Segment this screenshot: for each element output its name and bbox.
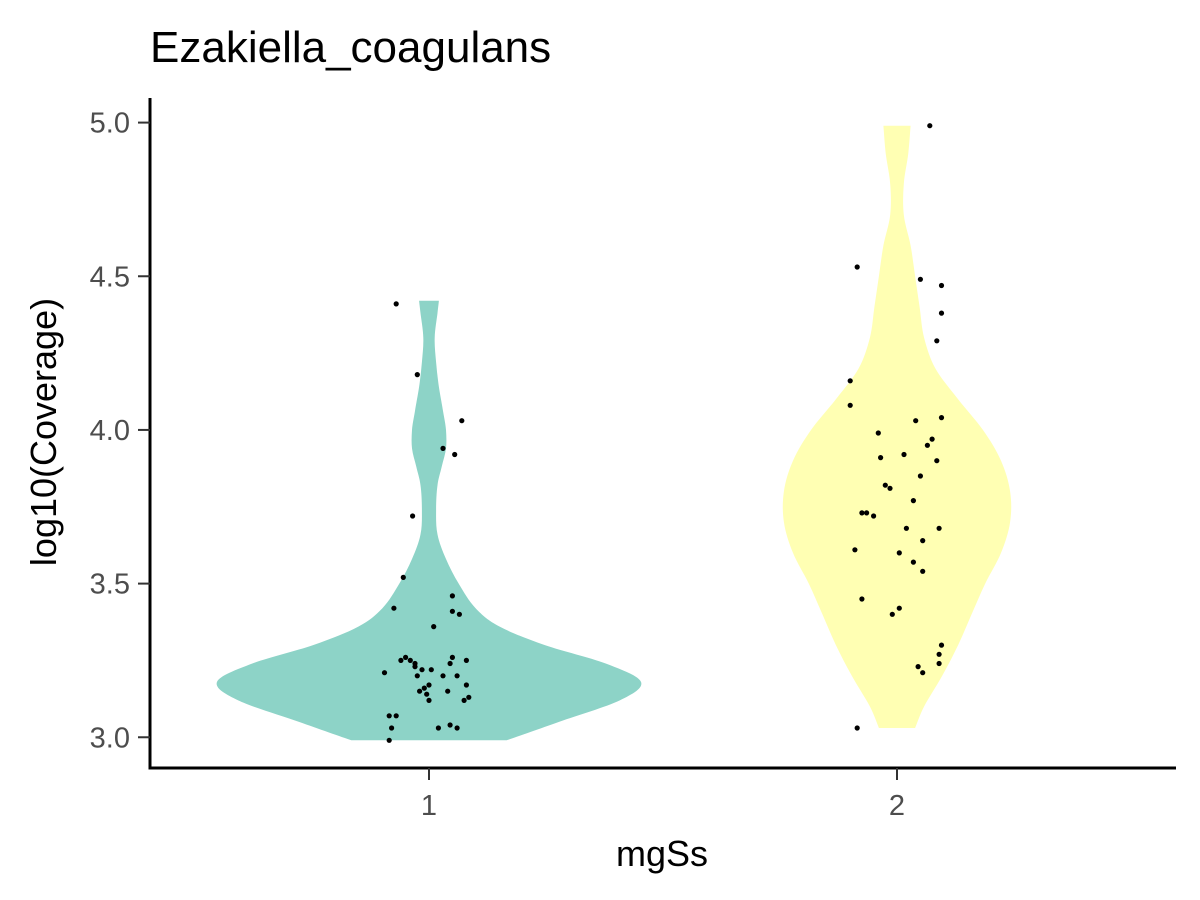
- data-point: [414, 673, 420, 679]
- data-point: [927, 123, 933, 129]
- data-point: [913, 418, 919, 424]
- data-point: [864, 510, 870, 516]
- data-point: [859, 510, 865, 516]
- y-axis-title: log10(Coverage): [23, 298, 64, 566]
- data-point: [910, 498, 917, 504]
- violin-1: [216, 300, 642, 741]
- data-point: [449, 654, 455, 661]
- data-point: [461, 697, 467, 704]
- x-axis-title: mgSs: [616, 833, 708, 874]
- data-point: [426, 697, 432, 704]
- data-point: [393, 301, 399, 307]
- data-point: [854, 725, 860, 731]
- data-point: [447, 660, 453, 667]
- data-point: [403, 654, 409, 661]
- data-point: [878, 455, 884, 461]
- data-point: [936, 525, 942, 531]
- x-tick-label: 1: [421, 790, 437, 822]
- data-point: [938, 415, 945, 421]
- data-point: [847, 402, 853, 408]
- y-tick-label: 3.0: [90, 722, 130, 754]
- data-point: [915, 664, 921, 670]
- data-point: [882, 482, 888, 488]
- data-point: [889, 611, 895, 617]
- data-point: [871, 513, 877, 519]
- violin-2: [782, 125, 1012, 728]
- data-point: [386, 737, 392, 743]
- data-point: [896, 605, 902, 611]
- data-point: [417, 688, 423, 694]
- data-point: [456, 611, 462, 617]
- data-point: [929, 436, 935, 442]
- data-point: [459, 418, 465, 424]
- data-point: [393, 713, 399, 719]
- data-point: [934, 338, 940, 344]
- data-point: [466, 694, 472, 700]
- data-point: [407, 657, 413, 664]
- data-point: [391, 605, 397, 611]
- data-point: [445, 688, 451, 694]
- chart-title: Ezakiella_coagulans: [150, 23, 551, 72]
- data-point: [454, 725, 460, 731]
- y-tick-label: 5.0: [90, 108, 130, 140]
- data-point: [936, 651, 942, 657]
- data-point: [447, 722, 453, 728]
- data-point: [452, 451, 458, 458]
- data-point: [449, 608, 455, 614]
- data-point: [901, 451, 907, 458]
- data-point: [920, 568, 926, 574]
- data-point: [463, 657, 469, 664]
- data-point: [934, 458, 940, 464]
- data-point: [938, 642, 945, 648]
- data-point: [412, 664, 418, 670]
- x-tick-label: 2: [889, 790, 905, 822]
- data-point: [847, 378, 853, 384]
- data-point: [859, 596, 865, 602]
- data-point: [431, 624, 437, 630]
- data-point: [454, 673, 460, 679]
- data-point: [389, 725, 395, 731]
- data-point: [903, 525, 910, 531]
- point-layer: [381, 123, 945, 743]
- data-point: [440, 673, 446, 679]
- data-point: [938, 282, 945, 289]
- data-point: [386, 713, 392, 719]
- data-point: [854, 264, 860, 270]
- data-point: [920, 538, 926, 544]
- y-tick-label: 4.5: [90, 261, 130, 293]
- data-point: [917, 276, 924, 282]
- data-point: [910, 559, 917, 565]
- data-point: [381, 670, 388, 676]
- violin-layer: [216, 125, 1012, 741]
- data-point: [435, 725, 441, 731]
- data-point: [440, 445, 446, 451]
- data-point: [463, 682, 469, 688]
- data-point: [917, 473, 924, 479]
- y-axis-ticks: 3.0 3.5 4.0 4.5 5.0: [90, 108, 150, 754]
- data-point: [887, 485, 893, 491]
- data-point: [449, 593, 455, 599]
- data-point: [398, 657, 404, 664]
- data-point: [414, 372, 420, 378]
- data-point: [410, 513, 416, 519]
- data-point: [426, 682, 432, 688]
- data-point: [428, 667, 434, 673]
- data-point: [924, 442, 931, 448]
- data-point: [875, 430, 881, 436]
- data-point: [419, 667, 425, 673]
- data-point: [896, 550, 902, 556]
- data-point: [852, 547, 858, 553]
- y-tick-label: 4.0: [90, 415, 130, 447]
- data-point: [400, 574, 406, 581]
- data-point: [920, 670, 926, 676]
- data-point: [936, 660, 942, 667]
- data-point: [421, 685, 427, 691]
- data-point: [938, 310, 945, 316]
- data-point: [424, 691, 430, 697]
- y-tick-label: 3.5: [90, 569, 130, 601]
